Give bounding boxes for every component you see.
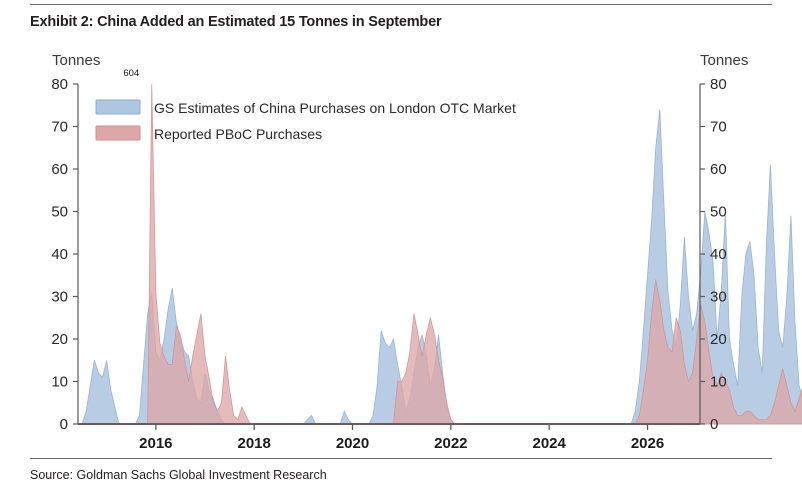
chart-legend: GS Estimates of China Purchases on Londo…: [95, 99, 516, 142]
y-tick-label-left: 50: [51, 204, 68, 221]
legend-swatch-gs-estimates: [95, 99, 141, 115]
x-tick-label: 2022: [434, 435, 467, 450]
y-tick-label-right: 0: [710, 416, 718, 433]
y-tick-label-left: 70: [51, 119, 68, 136]
y-tick-label-left: 40: [51, 246, 68, 263]
x-tick-label: 2016: [139, 435, 172, 450]
y-tick-label-left: 30: [51, 289, 68, 306]
x-tick-label: 2018: [237, 435, 270, 450]
y-tick-label-right: 40: [710, 246, 727, 263]
annotation-layer: 604LatestNowcast:Sep 202515Tonnes: [123, 68, 139, 79]
y-tick-label-right: 20: [710, 331, 727, 348]
y-tick-label-left: 20: [51, 331, 68, 348]
legend-swatch-pboc-reported: [95, 125, 141, 141]
y-tick-label-right: 60: [710, 161, 727, 178]
y-tick-label-right: 70: [710, 119, 727, 136]
right-axis-unit-label: Tonnes: [700, 52, 749, 69]
legend-label-gs-estimates: GS Estimates of China Purchases on Londo…: [154, 100, 516, 116]
y-tick-label-left: 0: [60, 416, 68, 433]
source-note: Source: Goldman Sachs Global Investment …: [30, 468, 327, 482]
chart-plot-area: 0 0 10 10 20 20 30 30 40 40 50 50 60 60 70 70 80 80 2016 20…: [0, 60, 802, 450]
y-tick-label-left: 10: [51, 374, 68, 391]
x-tick-label: 2020: [336, 435, 369, 450]
y-tick-label-right: 10: [710, 374, 727, 391]
y-tick-label-left: 80: [51, 76, 68, 93]
top-divider: [30, 4, 772, 5]
y-tick-label-right: 50: [710, 204, 727, 221]
exhibit-title: Exhibit 2: China Added an Estimated 15 T…: [30, 14, 442, 30]
legend-label-pboc-reported: Reported PBoC Purchases: [154, 126, 322, 142]
left-axis-unit-label: Tonnes: [52, 52, 101, 69]
y-tick-label-right: 30: [710, 289, 727, 306]
x-tick-label: 2024: [532, 435, 566, 450]
y-tick-label-left: 60: [51, 161, 68, 178]
y-tick-label-right: 80: [710, 76, 727, 93]
bottom-divider: [30, 458, 772, 459]
x-tick-label: 2026: [631, 435, 664, 450]
spike-value-label: 604: [123, 68, 139, 79]
